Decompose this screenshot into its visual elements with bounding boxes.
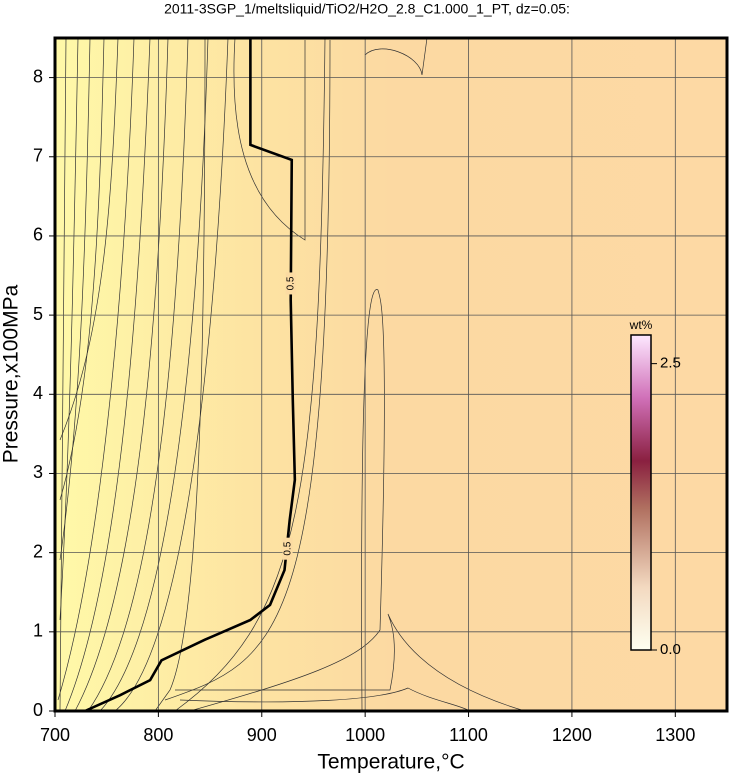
colorbar [630,334,652,651]
x-tick-label: 700 [40,725,70,745]
y-tick-label: 2 [33,541,43,561]
y-tick-label: 6 [33,225,43,245]
contour-label-bg [282,537,293,560]
contour-label-bg [285,272,296,295]
chart-title: 2011-3SGP_1/meltsliquid/TiO2/H2O_2.8_C1.… [164,1,570,17]
y-tick-label: 8 [33,66,43,86]
y-tick-label: 3 [33,462,43,482]
contour-label: 0.5 [285,276,296,290]
y-tick-label: 1 [33,621,43,641]
y-tick-label: 7 [33,146,43,166]
plot-background [55,38,727,711]
y-tick-label: 5 [33,304,43,324]
x-tick-label: 1000 [345,725,385,745]
colorbar-tick-label: 0.0 [660,641,681,658]
colorbar-label: wt% [629,318,653,332]
colorbar-tick-label: 2.5 [660,355,681,372]
y-tick-label: 0 [33,700,43,720]
x-tick-label: 1200 [552,725,592,745]
contour-0.5 [84,38,297,713]
x-tick-label: 1100 [449,725,488,745]
y-axis-label: Pressure,x100MPa [0,284,23,463]
x-tick-label: 900 [247,725,277,745]
y-tick-label: 4 [33,383,43,403]
x-tick-label: 1300 [655,725,695,745]
contour-lines [57,37,526,712]
x-axis-label: Temperature,°C [317,751,464,774]
contour-label: 0.5 [282,541,293,555]
plot-frame [53,36,729,713]
x-tick-label: 800 [143,725,173,745]
